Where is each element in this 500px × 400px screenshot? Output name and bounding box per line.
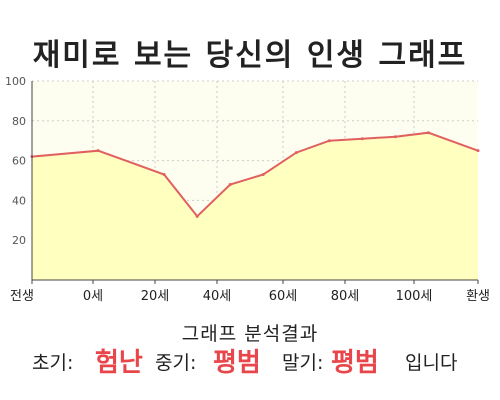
data-point bbox=[476, 149, 480, 153]
mid-label: 중기: bbox=[155, 352, 197, 374]
data-point bbox=[228, 182, 232, 186]
early-value: 험난 bbox=[95, 348, 143, 378]
data-point bbox=[195, 214, 199, 218]
x-tick-label: 환생 bbox=[466, 289, 490, 304]
x-tick-label: 60세 bbox=[269, 289, 298, 304]
x-tick-label: 전생 bbox=[10, 289, 34, 304]
y-tick-label: 60 bbox=[12, 155, 26, 168]
data-point bbox=[393, 135, 397, 139]
late-value: 평범 bbox=[331, 348, 379, 378]
mid-value: 평범 bbox=[213, 348, 261, 378]
result-title: 그래프 분석결과 bbox=[181, 323, 319, 345]
x-tick-label: 100세 bbox=[396, 289, 433, 304]
page-title: 재미로 보는 당신의 인생 그래프 bbox=[32, 38, 468, 73]
series-line bbox=[31, 131, 479, 218]
data-point bbox=[360, 137, 364, 141]
late-label: 말기: bbox=[282, 352, 324, 374]
y-tick-label: 80 bbox=[12, 115, 26, 128]
axes bbox=[31, 81, 478, 281]
data-point bbox=[261, 173, 265, 177]
area-fill bbox=[32, 132, 478, 280]
early-label: 초기: bbox=[32, 352, 74, 374]
data-point bbox=[96, 149, 100, 153]
result-suffix: 입니다 bbox=[405, 352, 458, 374]
data-point bbox=[327, 139, 331, 143]
x-tick-label: 20세 bbox=[141, 289, 170, 304]
data-point bbox=[294, 151, 298, 155]
y-tick-label: 100 bbox=[5, 75, 26, 88]
x-tick-label: 80세 bbox=[331, 289, 360, 304]
data-point bbox=[162, 173, 166, 177]
x-tick-label: 0세 bbox=[83, 289, 103, 304]
x-tick-label: 40세 bbox=[203, 289, 232, 304]
y-tick-label: 20 bbox=[12, 234, 26, 247]
data-point bbox=[426, 131, 430, 135]
y-axis-ticks: 20 40 60 80 100 bbox=[5, 75, 26, 247]
y-tick-label: 40 bbox=[12, 194, 26, 207]
x-axis-ticks: 전생 0세 20세 40세 60세 80세 100세 환생 bbox=[10, 280, 490, 304]
